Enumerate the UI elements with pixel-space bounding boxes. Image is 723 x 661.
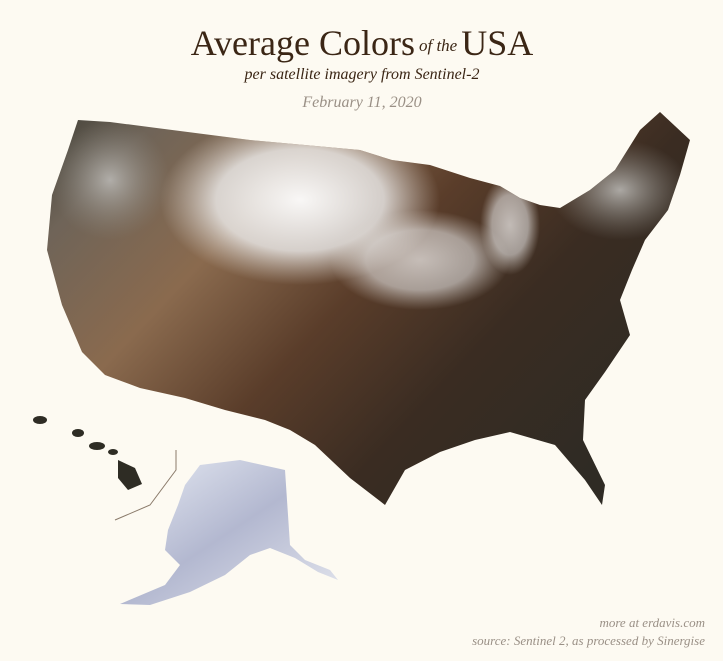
subtitle: per satellite imagery from Sentinel-2 xyxy=(244,66,480,83)
date: February 11, 2020 xyxy=(301,94,421,111)
footer-link: more at erdavis.com xyxy=(599,615,705,630)
snow-cover xyxy=(480,175,540,275)
snow-cover xyxy=(330,210,510,310)
alaska xyxy=(120,460,338,605)
contiguous-us xyxy=(47,112,690,505)
hawaii xyxy=(33,416,142,490)
title-part: Average Colors xyxy=(191,23,415,63)
snow-cover xyxy=(550,140,690,240)
inset-divider xyxy=(114,450,177,521)
title-part: USA xyxy=(461,23,533,63)
title: Average Colors of the USA xyxy=(191,23,534,63)
footer-source: source: Sentinel 2, as processed by Sine… xyxy=(472,633,705,648)
west-gray xyxy=(50,120,170,240)
title-connector: of the xyxy=(419,36,458,55)
